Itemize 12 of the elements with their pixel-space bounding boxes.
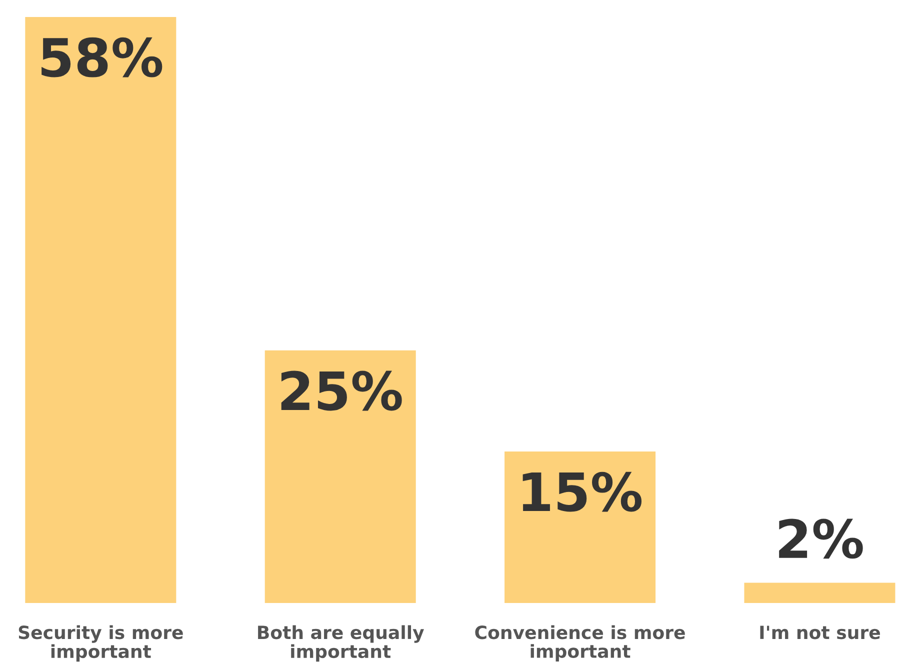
bar [504, 451, 656, 603]
bar [264, 350, 416, 603]
data-label: 15% [522, 472, 642, 512]
x-tick-label: I'm not sure [760, 626, 880, 640]
x-tick-label: Both are equally important [258, 625, 424, 662]
x-tick-label: Convenience is more important [475, 625, 685, 662]
data-label: 2% [779, 518, 863, 559]
data-label: 25% [281, 370, 402, 411]
x-tick-label: Security is more important [18, 625, 183, 662]
data-label: 58% [42, 37, 162, 78]
bar [744, 582, 896, 603]
bar [25, 17, 176, 603]
